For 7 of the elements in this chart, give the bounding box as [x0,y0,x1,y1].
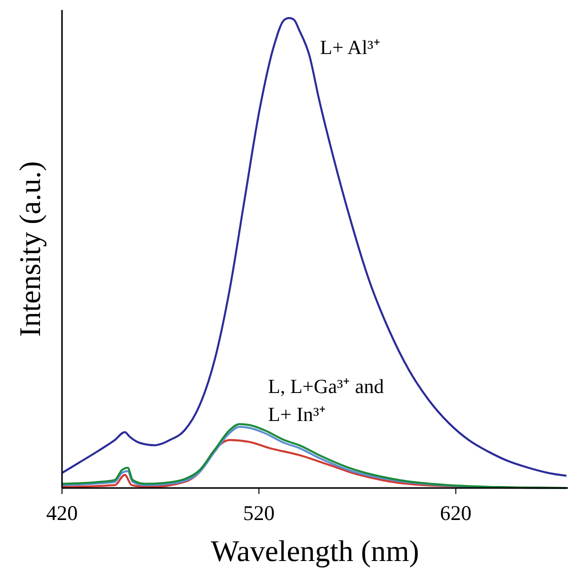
y-axis-title: Intensity (a.u.) [14,161,47,337]
x-tick-label: 420 [46,501,78,525]
annotation: L+ Al³⁺ [320,37,380,59]
annotation: L, L+Ga³⁺ and L+ In³⁺ [268,376,384,426]
x-tick-label: 520 [243,501,275,525]
x-tick-label: 620 [440,501,472,525]
x-axis-title: Wavelength (nm) [210,535,420,568]
